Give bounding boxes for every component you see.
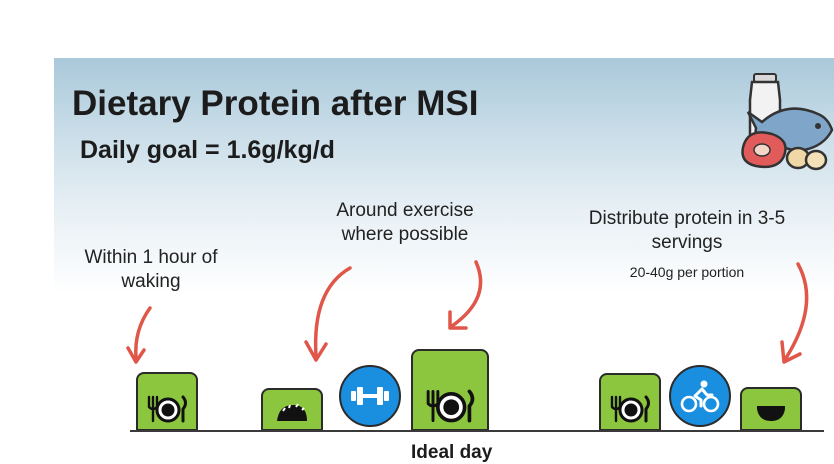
cycling-icon: [680, 380, 720, 413]
arrows: [126, 260, 809, 364]
arrow-exercise-right-head: [448, 310, 468, 330]
note-distribute: Distribute protein in 3-5 servings: [588, 208, 786, 253]
arrow-waking-head: [126, 346, 146, 364]
slide: Dietary Protein after MSI Daily goal = 1…: [54, 58, 834, 464]
arrow-exercise-right: [450, 260, 483, 328]
plate-cutlery-icon: [610, 395, 650, 423]
snack-tile-bowl: [740, 387, 802, 431]
arrow-exercise-left: [313, 266, 352, 358]
arrow-distribute: [784, 262, 809, 360]
bowl-icon: [757, 406, 785, 421]
snack-tile-taco: [261, 388, 323, 431]
arrow-distribute-head: [780, 340, 802, 364]
meal-tile-evening: [599, 373, 661, 431]
note-portion: 20-40g per portion: [629, 264, 745, 280]
arrow-waking: [134, 306, 152, 360]
timeline-label: Ideal day: [411, 442, 493, 463]
exercise-cycling: [669, 365, 731, 427]
plate-cutlery-icon: [147, 395, 187, 423]
arrow-exercise-left-head: [304, 340, 328, 362]
protein-foods-icon: [741, 73, 834, 171]
note-waking: Within 1 hour of waking: [84, 247, 218, 292]
plate-cutlery-icon: [426, 389, 475, 423]
dumbbell-icon: [351, 387, 389, 405]
exercise-dumbbell: [339, 365, 401, 427]
note-exercise: Around exercise where possible: [336, 200, 474, 245]
meal-tile-post-exercise: [411, 349, 489, 431]
slide-title: Dietary Protein after MSI: [72, 84, 479, 123]
timeline-axis: [130, 430, 824, 432]
meal-tile-breakfast: [136, 372, 198, 431]
taco-icon: [277, 403, 307, 421]
slide-subtitle: Daily goal = 1.6g/kg/d: [80, 136, 335, 164]
